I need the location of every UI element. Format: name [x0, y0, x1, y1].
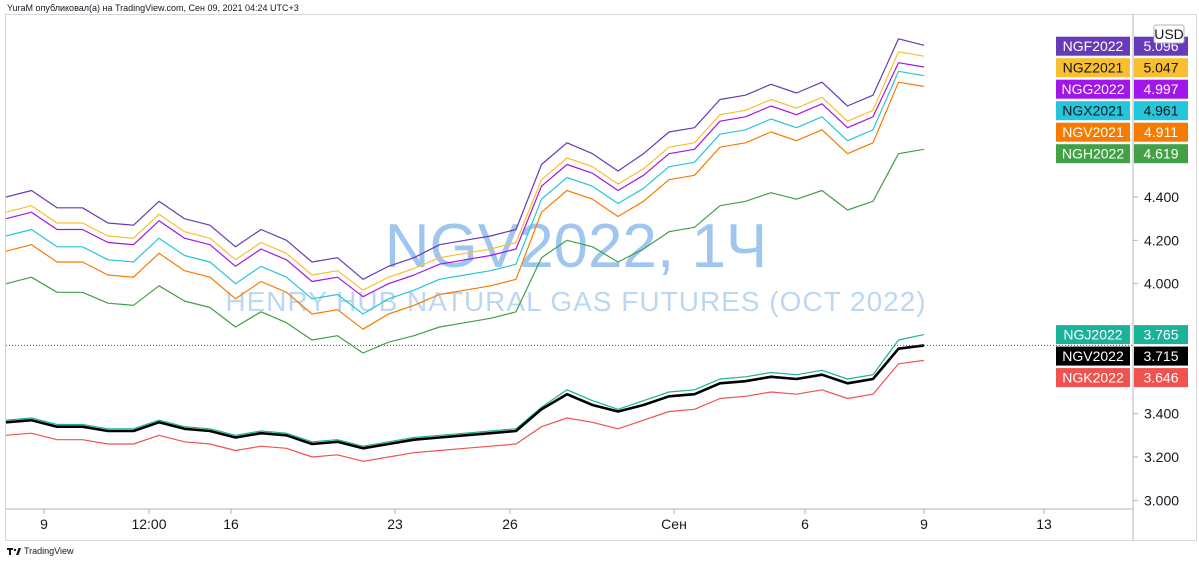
- time-tick-label: 26: [502, 516, 518, 532]
- watermark-symbol: NGV2022, 1Ч: [385, 212, 768, 281]
- price-tick-label: 3.400: [1144, 406, 1179, 422]
- series-name-tag-ngg2022: [1056, 79, 1130, 99]
- series-price-tag-ngv2022: [1134, 346, 1188, 366]
- series-last-value: 4.997: [1143, 81, 1178, 97]
- price-chart[interactable]: NGV2022, 1Ч HENRY HUB NATURAL GAS FUTURE…: [6, 15, 1196, 540]
- series-last-value: 4.961: [1143, 103, 1178, 119]
- series-price-tag-ngx2021: [1134, 101, 1188, 121]
- series-line-ngv2022[interactable]: [6, 344, 925, 450]
- time-tick-label: 12:00: [131, 516, 166, 532]
- series-line-ngh2022[interactable]: [6, 148, 925, 354]
- series-last-value: 4.619: [1143, 146, 1178, 162]
- time-tick-label: 6: [801, 516, 809, 532]
- series-layer: [6, 38, 925, 462]
- series-last-value: 5.047: [1143, 60, 1178, 76]
- brand-footer: TradingView: [7, 546, 74, 556]
- time-tick-label: 23: [387, 516, 403, 532]
- series-name-tag-ngf2022: [1056, 36, 1130, 56]
- series-price-tag-ngk2022: [1134, 368, 1188, 388]
- series-name-tag-ngz2021: [1056, 58, 1130, 78]
- series-name-tag-ngj2022: [1056, 325, 1130, 345]
- chart-panel[interactable]: NGV2022, 1Ч HENRY HUB NATURAL GAS FUTURE…: [5, 14, 1197, 541]
- price-tick-label: 4.000: [1144, 276, 1179, 292]
- series-line-ngf2022[interactable]: [6, 38, 925, 280]
- time-tick-label: 13: [1036, 516, 1052, 532]
- time-axis[interactable]: 9 12:00 16 23 26 Сен 6 9 13: [40, 509, 1052, 532]
- series-line-ngx2021[interactable]: [6, 70, 925, 315]
- symbol-watermark: NGV2022, 1Ч HENRY HUB NATURAL GAS FUTURE…: [225, 212, 926, 317]
- time-tick-label: Сен: [661, 516, 687, 532]
- series-line-ngz2021[interactable]: [6, 51, 925, 291]
- series-price-tag-ngz2021: [1134, 58, 1188, 78]
- series-line-ngv2021[interactable]: [6, 81, 925, 330]
- watermark-description: HENRY HUB NATURAL GAS FUTURES (OCT 2022): [225, 286, 926, 317]
- series-name-tag-ngv2021: [1056, 122, 1130, 142]
- time-tick-label: 16: [223, 516, 239, 532]
- tradingview-logo-icon: [7, 548, 21, 555]
- series-name-label: NGX2021: [1062, 103, 1124, 119]
- series-price-tag-ngh2022: [1134, 144, 1188, 164]
- series-price-tag-ngj2022: [1134, 325, 1188, 345]
- series-last-value: 3.715: [1143, 348, 1178, 364]
- series-last-value: 3.765: [1143, 327, 1178, 343]
- price-tick-label: 3.000: [1144, 492, 1179, 508]
- series-name-label: NGF2022: [1063, 38, 1124, 54]
- series-name-label: NGK2022: [1062, 370, 1124, 386]
- price-tick-label: 3.200: [1144, 449, 1179, 465]
- series-name-tag-ngx2021: [1056, 101, 1130, 121]
- currency-badge[interactable]: USD: [1153, 24, 1185, 44]
- series-last-value: 3.646: [1143, 370, 1178, 386]
- currency-label: USD: [1154, 26, 1184, 42]
- series-price-tag-ngg2022: [1134, 79, 1188, 99]
- series-line-ngg2022[interactable]: [6, 62, 925, 298]
- series-name-label: NGH2022: [1062, 146, 1124, 162]
- series-name-tag-ngh2022: [1056, 144, 1130, 164]
- series-name-tag-ngk2022: [1056, 368, 1130, 388]
- time-tick-label: 9: [920, 516, 928, 532]
- series-name-label: NGV2022: [1062, 348, 1124, 364]
- publisher-caption: YuraM опубликовал(а) на TradingView.com,…: [7, 3, 299, 13]
- price-tick-label: 4.200: [1144, 232, 1179, 248]
- series-name-label: NGZ2021: [1063, 60, 1124, 76]
- brand-name: TradingView: [24, 546, 74, 556]
- series-line-ngj2022[interactable]: [6, 334, 925, 447]
- series-name-tag-ngv2022: [1056, 346, 1130, 366]
- series-line-ngk2022[interactable]: [6, 359, 925, 462]
- time-tick-label: 9: [40, 516, 48, 532]
- price-tick-label: 4.400: [1144, 189, 1179, 205]
- series-last-value: 4.911: [1144, 124, 1178, 140]
- series-name-label: NGJ2022: [1063, 327, 1122, 343]
- series-name-label: NGG2022: [1061, 81, 1124, 97]
- series-price-tag-ngv2021: [1134, 122, 1188, 142]
- series-name-label: NGV2021: [1062, 124, 1124, 140]
